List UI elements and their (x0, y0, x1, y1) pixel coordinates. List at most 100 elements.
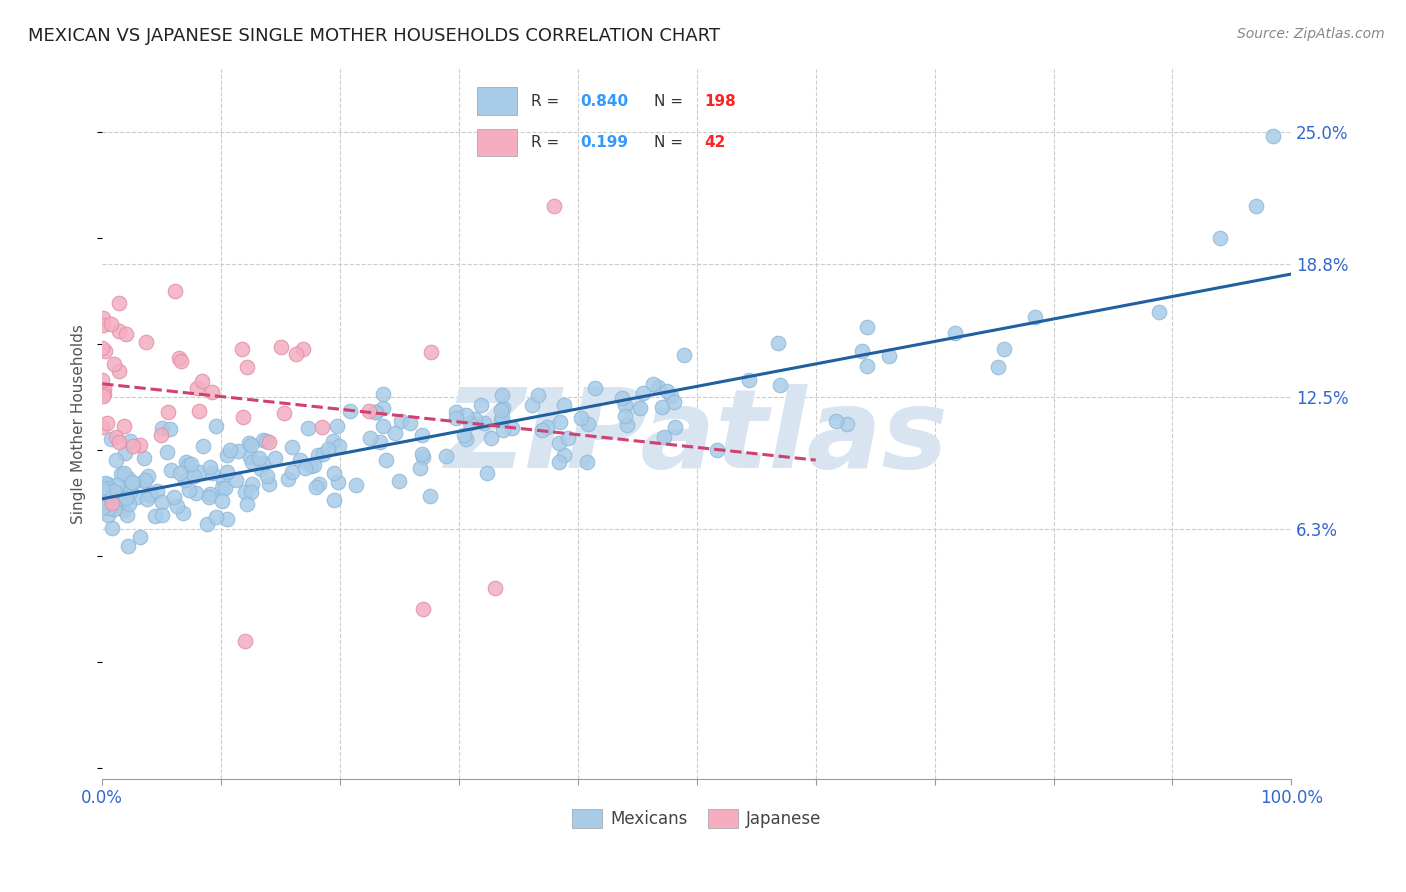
Point (198, 460, 221, 475)
Point (233, 484, 256, 499)
Point (651, 400, 673, 414)
Point (453, 427, 475, 442)
Point (339, 403, 361, 417)
Point (259, 435, 281, 450)
Point (134, 473, 156, 487)
Point (446, 411, 468, 425)
Point (108, 364, 131, 378)
Point (553, 399, 575, 413)
Point (108, 324, 131, 338)
Point (419, 489, 441, 503)
Point (91, 373, 114, 387)
Point (652, 430, 675, 444)
Point (240, 476, 263, 491)
Point (104, 430, 127, 444)
Point (184, 485, 207, 500)
Point (388, 474, 411, 488)
Point (1024, 310, 1046, 325)
Point (226, 444, 249, 458)
Point (105, 495, 128, 509)
Point (91, 341, 114, 355)
Point (411, 428, 433, 442)
Point (302, 458, 325, 472)
Point (91, 420, 114, 434)
Point (111, 491, 134, 506)
Point (631, 386, 654, 401)
Point (141, 486, 163, 500)
Point (135, 334, 157, 349)
Point (557, 431, 579, 445)
Point (96, 416, 118, 430)
Point (93, 382, 115, 396)
Point (613, 409, 636, 423)
Point (101, 521, 124, 535)
Point (97, 481, 120, 495)
Point (322, 467, 344, 481)
Point (612, 392, 634, 406)
Point (107, 435, 129, 450)
Point (526, 388, 548, 402)
Point (454, 432, 477, 446)
Point (373, 419, 395, 434)
Point (412, 450, 434, 465)
Point (160, 463, 183, 477)
Point (114, 446, 136, 460)
Point (673, 348, 696, 362)
Point (170, 354, 193, 368)
Point (146, 484, 169, 499)
Point (159, 422, 181, 436)
Point (252, 456, 274, 470)
Point (270, 340, 292, 354)
Point (211, 493, 233, 508)
Point (166, 499, 188, 513)
Point (105, 478, 128, 492)
Point (943, 326, 966, 340)
Point (91, 500, 114, 515)
Point (118, 496, 141, 510)
Point (371, 401, 394, 416)
Point (198, 490, 221, 504)
Point (187, 465, 209, 479)
Point (576, 417, 599, 431)
Point (825, 414, 848, 428)
Point (108, 296, 131, 310)
Point (108, 491, 131, 505)
Point (232, 409, 254, 424)
Point (530, 423, 553, 437)
Point (150, 427, 173, 442)
Point (94, 475, 117, 490)
Point (294, 460, 316, 475)
Text: Source: ZipAtlas.com: Source: ZipAtlas.com (1237, 27, 1385, 41)
Point (101, 496, 124, 510)
Point (198, 487, 221, 501)
Point (186, 381, 208, 395)
Point (91, 389, 114, 403)
Point (371, 386, 394, 401)
Point (103, 357, 125, 371)
Point (121, 475, 143, 489)
Point (616, 418, 638, 433)
Point (297, 421, 319, 435)
Point (308, 477, 330, 491)
Point (118, 434, 141, 449)
Point (93, 485, 115, 500)
Point (454, 409, 477, 423)
Point (548, 455, 571, 469)
Point (117, 470, 139, 484)
Point (364, 405, 387, 419)
Point (105, 453, 128, 467)
Point (103, 501, 125, 516)
Point (543, 199, 565, 213)
Point (628, 401, 651, 416)
Point (195, 516, 218, 531)
Point (479, 431, 502, 445)
Point (280, 465, 302, 479)
Point (250, 461, 273, 475)
Point (118, 484, 141, 499)
Point (322, 434, 344, 448)
Point (143, 508, 166, 523)
Point (180, 457, 202, 471)
Point (115, 326, 138, 341)
Point (291, 342, 314, 356)
Point (191, 374, 214, 388)
